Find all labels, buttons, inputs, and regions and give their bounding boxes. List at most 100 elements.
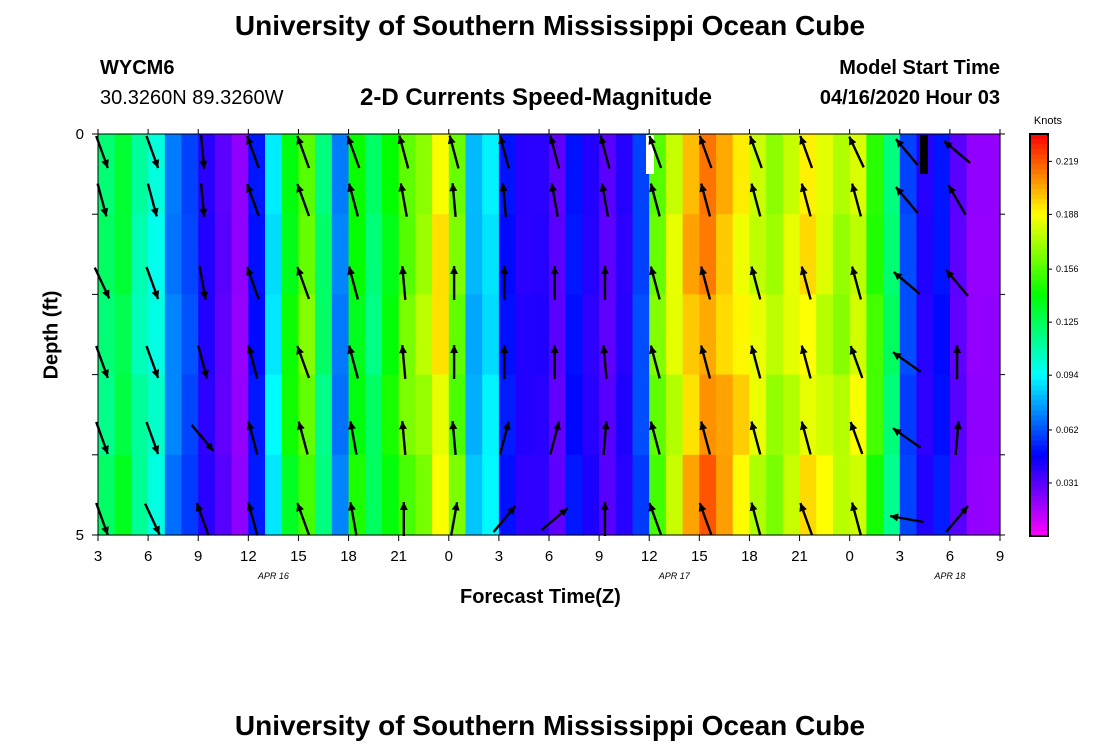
current-arrow: [649, 266, 661, 300]
colorbar-segment: [1030, 279, 1048, 286]
heatmap-cell: [615, 294, 634, 376]
current-arrow: [246, 502, 259, 536]
x-tick-label: 3: [94, 548, 102, 565]
heatmap-cell: [832, 454, 851, 536]
heatmap-cell: [665, 454, 684, 536]
heatmap-cell: [198, 134, 216, 215]
x-tick-label: 12: [641, 548, 658, 565]
current-arrow: [894, 138, 919, 166]
heatmap-cell: [331, 374, 350, 456]
heatmap-cell: [148, 294, 166, 376]
colorbar-segment: [1030, 319, 1048, 326]
heatmap-cell: [415, 294, 433, 376]
heatmap-cell: [816, 374, 834, 456]
data-gap-marker: [646, 135, 654, 174]
heatmap-cell: [448, 294, 467, 376]
current-arrow-head: [550, 345, 559, 353]
heatmap-cell: [281, 454, 300, 536]
x-tick-label: 0: [445, 548, 453, 565]
current-arrow-head: [648, 136, 656, 145]
current-arrow: [399, 502, 408, 536]
current-arrow-head: [850, 266, 858, 276]
current-arrow-head: [601, 266, 609, 274]
current-arrow: [749, 345, 762, 379]
heatmap-cell: [365, 134, 383, 215]
current-arrow-head: [449, 183, 458, 192]
heatmap-cell: [265, 374, 283, 456]
colorbar-segment: [1030, 405, 1048, 411]
current-arrow: [449, 182, 458, 218]
current-arrow-head: [447, 135, 456, 145]
heatmap-cell: [432, 294, 450, 376]
current-arrow: [399, 344, 407, 380]
current-arrow-head: [451, 502, 460, 511]
colorbar-segment: [1030, 365, 1048, 371]
colorbar-unit: Knots: [1034, 115, 1063, 127]
current-arrow-head: [849, 136, 857, 146]
current-arrow: [889, 513, 924, 524]
heatmap-cell: [866, 134, 884, 215]
x-tick-label: 6: [545, 548, 553, 565]
heatmap-cell: [949, 454, 968, 536]
heatmap-cell: [315, 454, 333, 536]
heatmap-cell: [331, 214, 350, 295]
heatmap-cell: [98, 294, 116, 376]
heatmap-cell: [782, 294, 801, 376]
heatmap-cell: [632, 214, 650, 295]
heatmap-cell: [415, 214, 433, 295]
heatmap-cell: [816, 454, 834, 536]
heatmap-cell: [498, 214, 517, 295]
date-label: APR 16: [257, 571, 289, 581]
heatmap-cell: [949, 374, 968, 456]
current-arrow: [246, 345, 259, 379]
heatmap-cell: [515, 454, 533, 536]
colorbar-segment: [1030, 214, 1048, 221]
heatmap-cell: [899, 294, 918, 376]
heatmap-cell: [983, 454, 1001, 536]
heatmap-cell: [816, 134, 834, 215]
current-arrow-head: [895, 139, 905, 148]
current-arrow: [649, 183, 661, 217]
y-tick-label: 5: [76, 527, 84, 544]
colorbar-segment: [1030, 420, 1048, 427]
colorbar-segment: [1030, 234, 1048, 241]
heatmap-cell: [799, 294, 817, 376]
heatmap-cell: [281, 214, 300, 295]
current-arrow-head: [648, 503, 656, 512]
colorbar-segment: [1030, 199, 1048, 205]
heatmap-cell: [381, 374, 400, 456]
colorbar-tick-label: 0.219: [1056, 156, 1079, 166]
current-arrow-head: [201, 369, 209, 379]
heatmap-cell: [432, 454, 450, 536]
current-arrow-head: [151, 290, 160, 299]
x-tick-label: 9: [996, 548, 1004, 565]
heatmap-cell: [114, 374, 132, 456]
heatmap-cell: [281, 134, 300, 215]
heatmap-cell: [365, 214, 383, 295]
current-arrow-head: [246, 502, 255, 512]
heatmap-cell: [482, 374, 500, 456]
current-arrow: [800, 345, 812, 379]
heatmap-cell: [432, 134, 450, 215]
chart-axes: 3 6 9 12 15 18 21 0 3 6 9 12 15 18 21 0 3 6 9 APR 16 APR 17 A…: [76, 126, 1005, 581]
colorbar-segment: [1030, 314, 1048, 321]
current-arrow: [947, 184, 967, 216]
heatmap-cell: [482, 214, 500, 295]
colorbar-segment: [1030, 455, 1048, 462]
colorbar-segment: [1030, 229, 1048, 236]
current-arrow-head: [398, 183, 407, 192]
heatmap-cell: [665, 294, 684, 376]
heatmap-cell: [532, 214, 550, 295]
current-arrow: [296, 345, 311, 379]
current-arrow-head: [296, 184, 304, 193]
current-arrow-head: [598, 135, 607, 145]
current-arrow-head: [600, 345, 609, 354]
current-arrow-head: [850, 183, 858, 193]
heatmap-cell: [766, 134, 784, 215]
current-arrow-head: [199, 208, 208, 217]
heatmap-cell: [632, 454, 650, 536]
x-tick-label: 12: [240, 548, 257, 565]
current-arrow-head: [347, 183, 355, 193]
heatmap-cell: [766, 214, 784, 295]
heatmap-cell: [515, 374, 533, 456]
